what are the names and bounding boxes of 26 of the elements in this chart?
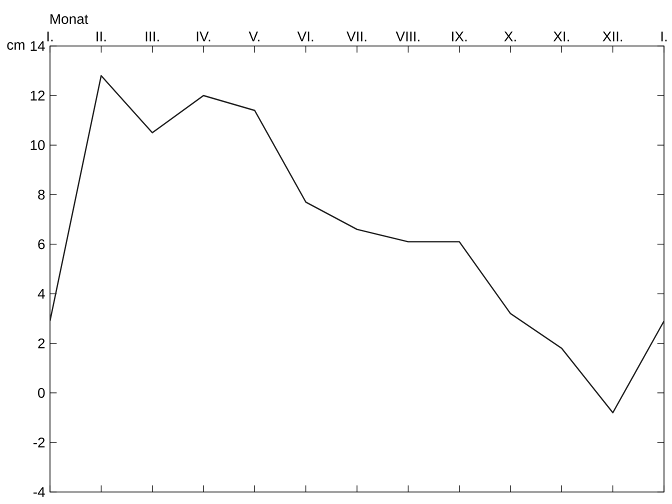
x-tick-label: VI. bbox=[297, 32, 314, 42]
line-series bbox=[50, 75, 664, 414]
x-tick-label: IV. bbox=[196, 32, 210, 42]
y-tick-label: 4 bbox=[38, 288, 45, 299]
x-tick-label: XII. bbox=[602, 32, 622, 42]
x-tick-label: II. bbox=[96, 32, 106, 42]
y-axis-title: cm bbox=[7, 42, 24, 50]
y-tick-label: 12 bbox=[30, 90, 45, 100]
y-tick-label: 8 bbox=[38, 190, 45, 200]
x-tick-label: I. bbox=[47, 32, 53, 42]
x-tick-label: XI. bbox=[553, 32, 569, 42]
x-tick-label: VII. bbox=[346, 32, 366, 42]
y-tick-label: -4 bbox=[33, 487, 45, 497]
y-tick-label: -2 bbox=[33, 438, 45, 448]
x-tick-label: X. bbox=[504, 32, 516, 42]
y-tick-label: 14 bbox=[30, 41, 45, 51]
y-tick-label: 10 bbox=[30, 140, 45, 150]
x-tick-label: VIII. bbox=[396, 32, 420, 42]
x-tick-label: V. bbox=[248, 32, 260, 42]
y-tick-label: 6 bbox=[38, 239, 45, 250]
x-axis-title: Monat bbox=[50, 14, 88, 24]
y-tick-label: 2 bbox=[38, 338, 45, 348]
x-tick-label: I. bbox=[661, 32, 667, 42]
x-tick-label: III. bbox=[146, 32, 159, 42]
x-tick-label: IX. bbox=[452, 32, 467, 42]
y-tick-label: 0 bbox=[38, 388, 45, 398]
